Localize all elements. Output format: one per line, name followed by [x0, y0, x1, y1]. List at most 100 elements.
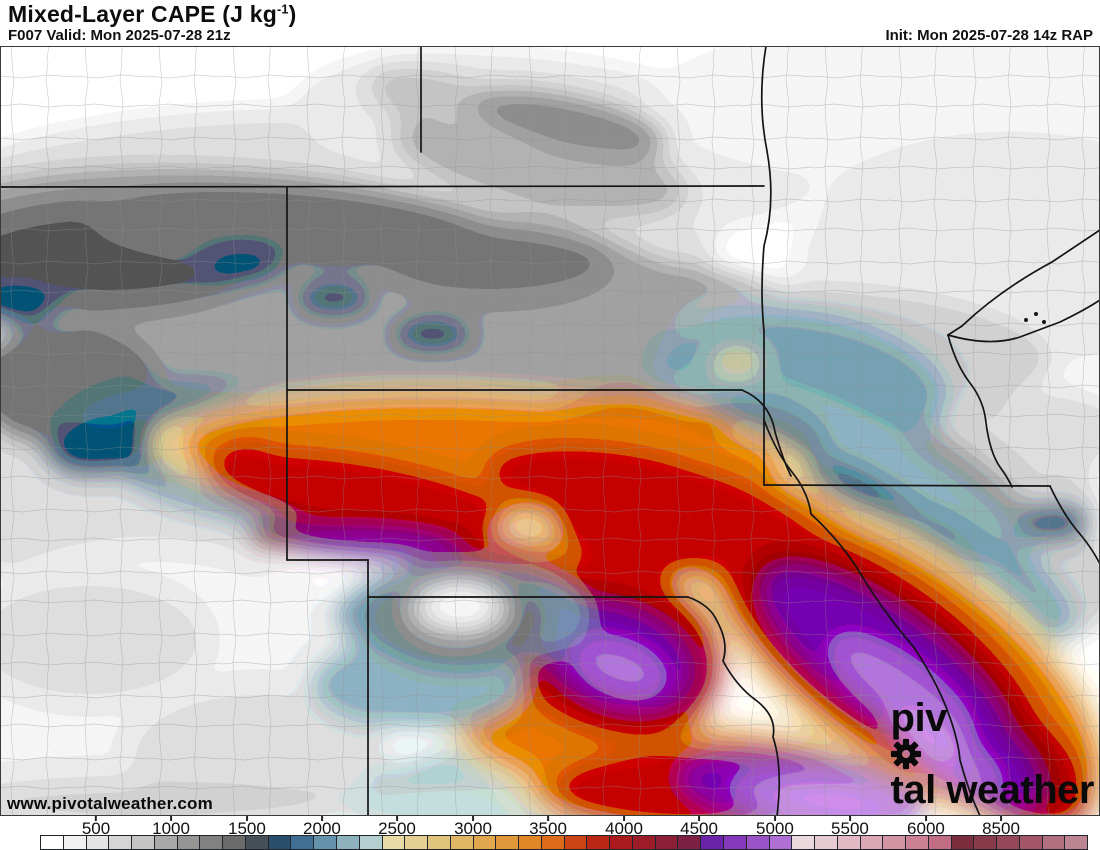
colorbar-cell [724, 836, 747, 849]
colorbar-cell [428, 836, 451, 849]
river-missouri [763, 419, 981, 816]
colorbar-tick-row: 500 1000 1500 2000 2500 3000 3500 4000 4500 5000 5… [0, 816, 1100, 838]
state-border-45n [0, 185, 765, 188]
tick-mark [773, 816, 776, 821]
colorbar-cell [632, 836, 656, 849]
colorbar-cell [314, 836, 337, 849]
state-border-ne-ks [367, 596, 726, 662]
lake-superior-south-shore [947, 299, 1100, 343]
state-border-mn-wi [947, 334, 1013, 488]
apostle-islands [1034, 312, 1038, 316]
valid-time-text: F007 Valid: Mon 2025-07-28 21z [8, 27, 231, 44]
colorbar-cell [41, 836, 64, 849]
tick-mark [698, 816, 701, 821]
tick-label: 1500 [228, 819, 266, 838]
colorbar-tick: 5000 [756, 816, 794, 839]
colorbar-cell [245, 836, 269, 849]
colorbar-tick: 1000 [152, 816, 190, 839]
colorbar-cell [1042, 836, 1066, 849]
colorbar-tick: 2500 [378, 816, 416, 839]
colorbar-cell [564, 836, 588, 849]
apostle-islands [1042, 320, 1046, 324]
colorbar-cell [997, 836, 1020, 849]
colorbar-cell [63, 836, 87, 849]
colorbar-cell [473, 836, 497, 849]
tick-label: 4500 [680, 819, 718, 838]
cape-map: www.pivotalweather.com piv tal weather [0, 46, 1100, 816]
apostle-islands [1024, 318, 1028, 322]
pivotal-weather-logo: piv tal weather [890, 698, 1095, 812]
tick-mark [245, 816, 248, 821]
colorbar-area: 500 1000 1500 2000 2500 3000 3500 4000 4500 5000 5… [0, 816, 1100, 850]
colorbar-cell [792, 836, 816, 849]
colorbar-cells [40, 835, 1089, 850]
tick-label: 3500 [529, 819, 567, 838]
colorbar-tick: 8500 [982, 816, 1020, 839]
colorbar-cell [883, 836, 907, 849]
title-text: Mixed-Layer CAPE (J kg [8, 1, 277, 27]
tick-label: 5000 [756, 819, 794, 838]
river-missouri-ks [722, 660, 781, 816]
tick-label: 6000 [907, 819, 945, 838]
tick-mark [320, 816, 323, 821]
tick-mark [999, 816, 1002, 821]
colorbar-cell [587, 836, 611, 849]
colorbar-cell [1019, 836, 1043, 849]
colorbar-cell [746, 836, 770, 849]
colorbar-tick: 6000 [907, 816, 945, 839]
tick-mark [95, 816, 98, 821]
tick-label: 4000 [605, 819, 643, 838]
colorbar-cell [928, 836, 952, 849]
logo-text-tal-weather: tal weather [890, 768, 1095, 812]
colorbar-cell [837, 836, 861, 849]
tick-label: 5500 [831, 819, 869, 838]
colorbar-cell [382, 836, 406, 849]
cape-contour-graphic [0, 46, 1100, 816]
colorbar-cell [405, 836, 429, 849]
tick-label: 8500 [982, 819, 1020, 838]
colorbar-cell [496, 836, 520, 849]
colorbar-cell [291, 836, 315, 849]
lake-superior-north-shore [947, 229, 1100, 336]
colorbar-cell [541, 836, 565, 849]
colorbar-cell [336, 836, 360, 849]
tick-mark [848, 816, 851, 821]
tick-label: 2000 [303, 819, 341, 838]
colorbar-cell [519, 836, 542, 849]
colorbar-cell [815, 836, 838, 849]
colorbar-cell [951, 836, 975, 849]
colorbar-cell [701, 836, 724, 849]
title-close: ) [288, 1, 297, 27]
colorbar-tick: 3000 [454, 816, 492, 839]
state-border-mn-west [760, 46, 772, 486]
tick-mark [623, 816, 626, 821]
watermark: www.pivotalweather.com [7, 794, 213, 813]
state-border-mn-ia [763, 484, 1051, 487]
tick-label: 2500 [378, 819, 416, 838]
tick-mark [395, 816, 398, 821]
tick-mark [547, 816, 550, 821]
colorbar-tick: 1500 [228, 816, 266, 839]
colorbar-cell [610, 836, 633, 849]
colorbar-cell [359, 836, 383, 849]
tick-label: 500 [81, 819, 111, 838]
tick-mark [170, 816, 173, 821]
colorbar-cell [860, 836, 884, 849]
tick-label: 1000 [152, 819, 190, 838]
colorbar-cell [223, 836, 246, 849]
colorbar-cell [132, 836, 155, 849]
colorbar-cell [769, 836, 793, 849]
colorbar-cell [86, 836, 110, 849]
colorbar-tick: 500 [82, 816, 110, 839]
colorbar-tick: 3500 [529, 816, 567, 839]
gear-icon [890, 738, 921, 770]
colorbar-cell [655, 836, 679, 849]
tick-mark [924, 816, 927, 821]
colorbar-cell [268, 836, 292, 849]
colorbar-cell [154, 836, 178, 849]
tick-label: 3000 [454, 819, 492, 838]
colorbar-cell [974, 836, 998, 849]
tick-mark [471, 816, 474, 821]
colorbar-tick: 5500 [831, 816, 869, 839]
